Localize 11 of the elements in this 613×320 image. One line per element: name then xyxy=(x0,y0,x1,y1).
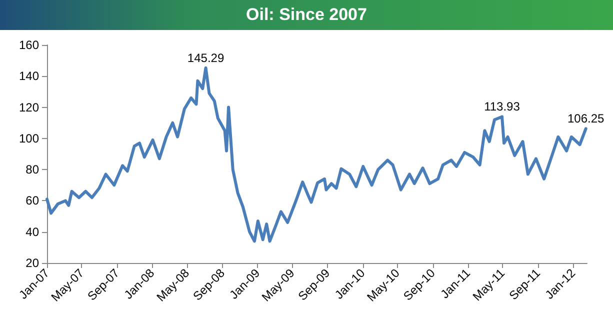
y-tick-label: 80 xyxy=(26,162,40,177)
y-tick-label: 160 xyxy=(18,38,40,52)
annotation: 113.93 xyxy=(484,100,520,114)
y-tick-label: 20 xyxy=(26,256,40,270)
annotation: 145.29 xyxy=(187,50,224,65)
y-tick-label: 120 xyxy=(18,100,40,114)
y-tick-label: 40 xyxy=(26,224,40,239)
y-tick-label: 100 xyxy=(18,131,40,146)
annotation: 106.25 xyxy=(567,112,605,126)
y-tick-label: 140 xyxy=(18,69,40,84)
y-tick-label: 60 xyxy=(26,194,40,208)
